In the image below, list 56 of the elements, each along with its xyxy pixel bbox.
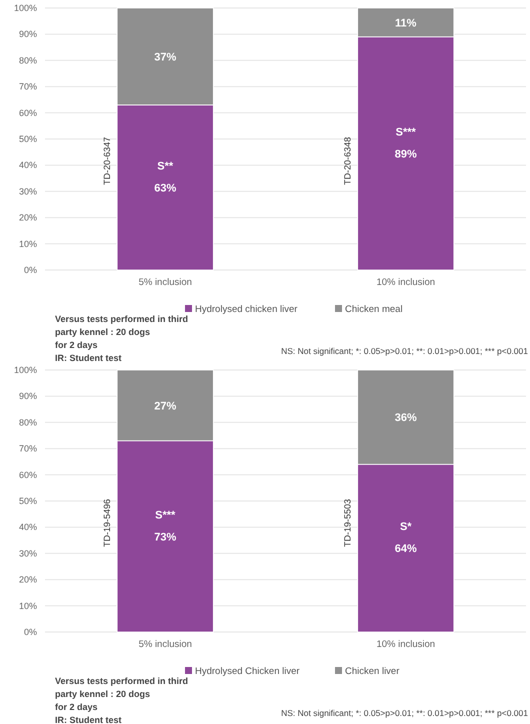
data-label: 64% (394, 543, 417, 556)
data-label: 11% (395, 17, 417, 30)
data-label: 63% (154, 182, 176, 194)
legend-label: Hydrolysed chicken liver (195, 304, 298, 315)
y-tick-label: 50% (18, 134, 37, 144)
data-label: 89% (394, 148, 417, 160)
y-tick-label: 30% (18, 548, 37, 558)
data-label: 36% (394, 412, 417, 424)
y-tick-label: 20% (18, 574, 37, 585)
y-tick-label: 0% (24, 627, 37, 637)
text: for 2 days (55, 340, 98, 350)
y-tick-label: 10% (18, 600, 37, 611)
legend-label: Chicken meal (345, 304, 403, 315)
y-tick-label: 10% (18, 238, 37, 249)
annotation: S* (400, 521, 412, 534)
text: party kennel : 20 dogs (55, 327, 150, 337)
y-tick-label: 90% (18, 391, 37, 402)
text: IR: Student test (55, 715, 122, 724)
y-tick-label: 70% (18, 444, 37, 454)
text: Versus tests performed in third (55, 676, 188, 686)
text: for 2 days (55, 702, 98, 712)
data-label: 73% (154, 531, 176, 544)
data-label: 37% (154, 51, 176, 64)
x-tick-label: 10% inclusion (376, 639, 436, 650)
text: party kennel : 20 dogs (55, 689, 150, 699)
data-label: 27% (154, 400, 176, 412)
annotation: TD-19-5496 (102, 498, 112, 548)
y-tick-label: 100% (14, 365, 37, 375)
annotation: TD-20-6348 (342, 136, 353, 186)
annotation: S** (157, 160, 174, 172)
y-tick-label: 40% (18, 522, 37, 532)
y-tick-label: 50% (18, 496, 37, 506)
x-tick-label: 10% inclusion (376, 277, 436, 288)
y-tick-label: 60% (18, 108, 37, 118)
x-tick-label: 5% inclusion (138, 277, 192, 288)
annotation: S*** (155, 509, 176, 522)
y-tick-label: 70% (18, 82, 37, 92)
y-tick-label: 80% (18, 55, 37, 66)
text: NS: Not significant; *: 0.05>p>0.01; **: 0.01>p>0.001; *** p<0.001 (281, 346, 528, 356)
y-tick-label: 100% (14, 3, 37, 13)
annotation: S*** (396, 126, 417, 138)
text: Versus tests performed in third (55, 314, 188, 324)
legend-label: Chicken liver (345, 666, 400, 677)
x-tick-label: 5% inclusion (138, 639, 192, 650)
y-tick-label: 40% (18, 160, 37, 170)
y-tick-label: 30% (18, 186, 37, 196)
y-tick-label: 90% (18, 29, 37, 40)
annotation: TD-19-5503 (342, 498, 353, 548)
y-tick-label: 20% (18, 212, 37, 223)
legend-label: Hydrolysed Chicken liver (195, 666, 300, 677)
y-tick-label: 0% (24, 265, 37, 275)
text: NS: Not significant; *: 0.05>p>0.01; **: 0.01>p>0.001; *** p<0.001 (281, 708, 528, 718)
y-tick-label: 80% (18, 417, 37, 428)
annotation: TD-20-6347 (102, 136, 112, 186)
y-tick-label: 60% (18, 470, 37, 480)
text: IR: Student test (55, 353, 122, 363)
